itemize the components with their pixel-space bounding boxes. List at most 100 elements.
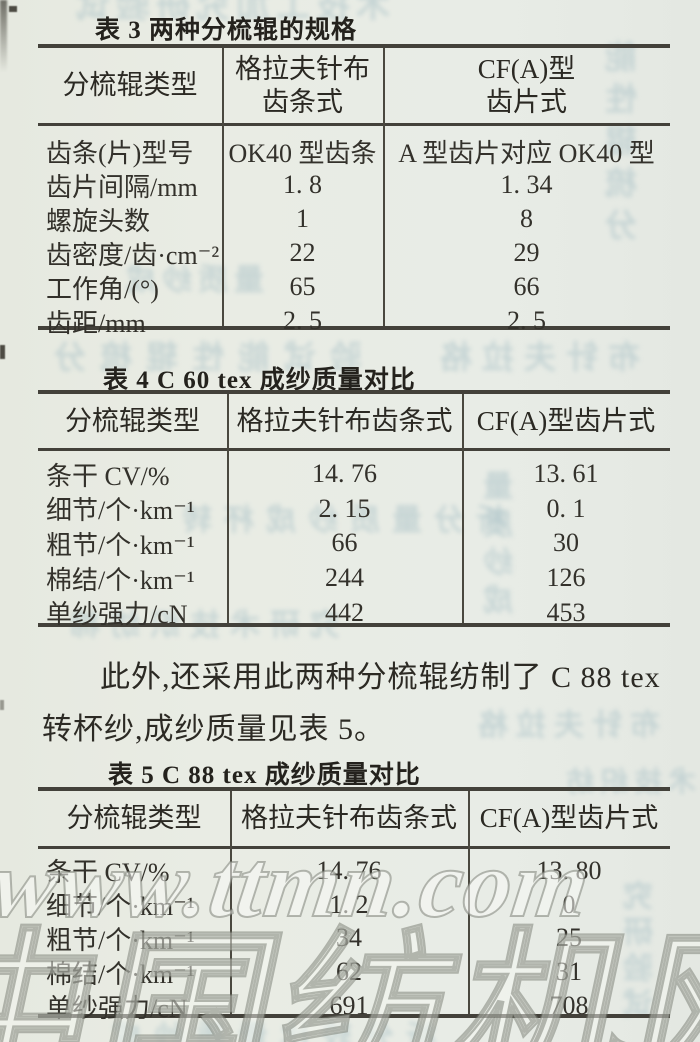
cell-value: 1. 2	[329, 889, 369, 919]
header-label: 格拉夫针布齿条式	[236, 405, 453, 436]
body-paragraph-line2: 转杯纱,成纱质量见表 5。	[42, 713, 385, 746]
row-label: 粗节/个·km⁻¹	[46, 530, 195, 560]
cell-value: 1. 34	[500, 170, 553, 199]
header-label: 格拉夫针布	[235, 54, 370, 85]
table5-header-row: 分梳辊类型 格拉夫针布齿条式 CF(A)型齿片式	[38, 791, 670, 849]
cell-value: 30	[553, 528, 579, 558]
scan-edge-smudge	[0, 0, 7, 72]
scan-speck	[0, 700, 4, 710]
table3-header-row: 分梳辊类型 格拉夫针布 齿条式 CF(A)型 齿片式	[38, 48, 670, 126]
bleed-through-text: 布针夫拉格	[470, 709, 660, 742]
row-label: 细节/个·km⁻¹	[46, 892, 195, 922]
row-label: 齿片间隔/mm	[46, 172, 198, 202]
table4-title: 表 4 C 60 tex 成纱质量对比	[103, 367, 416, 394]
table-row: 工作角/(°) 65 66	[38, 270, 670, 304]
row-label: 细节/个·km⁻¹	[46, 496, 195, 526]
table-row: 齿密度/齿·cm⁻² 22 29	[38, 236, 670, 270]
header-label: 格拉夫针布齿条式	[241, 803, 457, 834]
table4-header-col1: 分梳辊类型	[38, 405, 227, 437]
table4-column-divider-2	[462, 394, 464, 623]
table5-column-divider-1	[230, 791, 232, 1014]
row-label: 齿距/mm	[46, 308, 146, 338]
cell-value: 14. 76	[312, 459, 377, 489]
header-label: 齿条式	[262, 86, 343, 117]
table5-header-col3: CF(A)型齿片式	[468, 802, 670, 834]
cell-value: OK40 型齿条	[228, 138, 377, 168]
table-row: 齿条(片)型号 OK40 型齿条 A 型齿片对应 OK40 型	[38, 134, 670, 168]
table-row: 齿距/mm 2. 5 2. 5	[38, 304, 670, 338]
table-row: 细节/个·km⁻¹ 1. 2 0	[38, 888, 670, 922]
bleed-through-text: 布针夫拉格	[430, 339, 641, 375]
header-label: CF(A)型齿片式	[476, 405, 656, 436]
table4: 分梳辊类型 格拉夫针布齿条式 CF(A)型齿片式 条干 CV/% 14. 76 …	[38, 390, 670, 630]
cell-value: 2. 15	[318, 493, 371, 523]
cell-value: 708	[549, 991, 589, 1021]
row-label: 粗节/个·km⁻¹	[46, 926, 195, 955]
row-label: 工作角/(°)	[46, 274, 159, 304]
table-row: 粗节/个·km⁻¹ 34 25	[38, 922, 670, 956]
header-label: CF(A)型齿片式	[479, 803, 659, 834]
table5-header-col2: 格拉夫针布齿条式	[230, 802, 468, 834]
table5-column-divider-2	[468, 791, 470, 1014]
cell-value: 65	[289, 272, 316, 301]
table4-header-row: 分梳辊类型 格拉夫针布齿条式 CF(A)型齿片式	[38, 394, 670, 451]
table-row: 单纱强力/cN 442 453	[38, 595, 670, 630]
table5-header-col1: 分梳辊类型	[38, 802, 230, 834]
row-label: 单纱强力/cN	[46, 993, 188, 1023]
table4-header-col2: 格拉夫针布齿条式	[227, 405, 462, 437]
table3-header-col2: 格拉夫针布 齿条式	[222, 53, 383, 118]
table3-header-col3: CF(A)型 齿片式	[383, 53, 670, 118]
table-row: 细节/个·km⁻¹ 2. 15 0. 1	[38, 492, 670, 527]
row-label: 单纱强力/cN	[46, 600, 188, 630]
table4-header-col3: CF(A)型齿片式	[462, 405, 670, 437]
table4-column-divider-1	[227, 394, 229, 623]
body-paragraph-line1: 此外,还采用此两种分梳辊纺制了 C 88 tex	[100, 661, 661, 694]
cell-value: 126	[546, 563, 586, 593]
cell-value: 1	[296, 204, 309, 233]
table-row: 单纱强力/cN 691 708	[38, 989, 670, 1023]
cell-value: 2. 5	[283, 306, 322, 335]
row-label: 螺旋头数	[46, 206, 151, 236]
table5-title: 表 5 C 88 tex 成纱质量对比	[108, 762, 421, 789]
table-row: 条干 CV/% 14. 76 13. 61	[38, 457, 670, 492]
table-row: 齿片间隔/mm 1. 8 1. 34	[38, 168, 670, 202]
table-row: 棉结/个·km⁻¹ 62 31	[38, 955, 670, 989]
cell-value: 29	[513, 238, 540, 267]
table-row: 粗节/个·km⁻¹ 66 30	[38, 526, 670, 561]
cell-value: 0	[562, 889, 576, 919]
row-label: 齿密度/齿·cm⁻²	[46, 240, 220, 270]
scan-speck	[9, 6, 17, 12]
cell-value: 31	[556, 957, 582, 987]
header-label: 齿片式	[486, 86, 567, 117]
table3-column-divider-1	[222, 48, 224, 326]
scan-speck	[0, 345, 5, 359]
table-row: 螺旋头数 1 8	[38, 202, 670, 236]
table-row: 棉结/个·km⁻¹ 244 126	[38, 561, 670, 596]
cell-value: 1. 8	[283, 170, 322, 199]
row-label: 棉结/个·km⁻¹	[46, 959, 195, 989]
header-label: CF(A)型	[477, 54, 576, 85]
cell-value: 66	[513, 272, 540, 301]
cell-value: 8	[520, 204, 533, 233]
cell-value: 13. 61	[533, 459, 599, 489]
header-label: 分梳辊类型	[66, 803, 202, 834]
table3: 分梳辊类型 格拉夫针布 齿条式 CF(A)型 齿片式 齿条(片)型号 OK40 …	[38, 44, 670, 338]
table3-title: 表 3 两种分梳辊的规格	[95, 17, 358, 44]
table5: 分梳辊类型 格拉夫针布齿条式 CF(A)型齿片式 条干 CV/% 14. 76 …	[38, 787, 670, 1023]
cell-value: 13. 80	[536, 855, 602, 885]
cell-value: 34	[336, 923, 362, 953]
cell-value: 691	[329, 991, 369, 1021]
row-label: 棉结/个·km⁻¹	[46, 565, 195, 595]
cell-value: 2. 5	[507, 306, 546, 335]
cell-value: 0. 1	[546, 493, 586, 523]
row-label: 条干 CV/%	[46, 461, 170, 491]
cell-value: 453	[546, 597, 586, 627]
cell-value: 14. 76	[316, 855, 382, 885]
cell-value: 22	[289, 238, 316, 267]
cell-value: A 型齿片对应 OK40 型	[398, 138, 655, 168]
cell-value: 25	[556, 923, 582, 953]
table3-column-divider-2	[383, 48, 385, 326]
cell-value: 66	[331, 528, 358, 558]
row-label: 条干 CV/%	[46, 858, 170, 888]
